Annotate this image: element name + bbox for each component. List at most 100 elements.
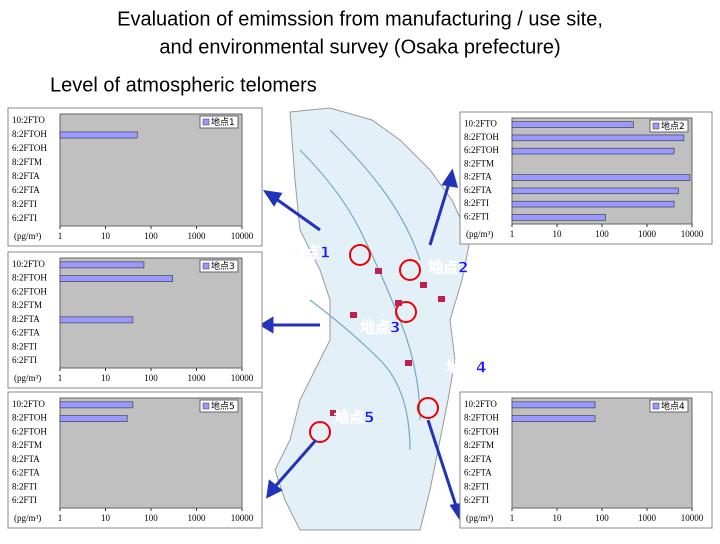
x-tick-label: 100 — [595, 229, 609, 239]
legend-swatch — [202, 402, 210, 410]
x-tick-label: 10000 — [681, 229, 704, 239]
x-tick-label: 10 — [101, 513, 111, 523]
y-tick-label: 6:2FTOH — [464, 145, 499, 155]
x-axis-label: (pg/m³) — [466, 229, 493, 239]
site-label: 地点4 — [446, 359, 486, 377]
x-tick-label: 100 — [144, 513, 158, 523]
plot-area — [59, 113, 243, 227]
x-tick-label: 100 — [144, 373, 158, 383]
y-tick-label: 6:2FTI — [464, 211, 489, 221]
plot-area — [511, 117, 693, 225]
chart: 10:2FTO 8:2FTOH 6:2FTOH 8:2FTM 8:2FTA 6:2FTA 8… — [459, 391, 713, 529]
map: 地点1 地点2 地点3 地点4 地点5 — [259, 107, 487, 531]
legend-label: 地点5 — [211, 400, 235, 412]
sources — [330, 268, 445, 416]
x-tick-label: 1 — [58, 513, 63, 523]
y-tick-label: 8:2FTI — [464, 481, 489, 491]
legend-label: 地点3 — [211, 260, 235, 272]
legend-box — [199, 115, 239, 129]
y-tick-label: 6:2FTOH — [12, 286, 47, 296]
y-tick-label: 8:2FTM — [12, 440, 42, 450]
y-tick-label: 6:2FTOH — [12, 426, 47, 436]
y-tick-label: 8:2FTI — [12, 341, 37, 351]
site-label: 地点5 — [334, 409, 374, 427]
chart: 10:2FTO 8:2FTOH 6:2FTOH 8:2FTM 8:2FTA 6:2FTA 8… — [7, 391, 263, 529]
x-tick-label: 1000 — [638, 229, 657, 239]
bar — [511, 200, 675, 208]
chart: 10:2FTO 8:2FTOH 6:2FTOH 8:2FTM 8:2FTA 6:2FTA 8… — [459, 111, 713, 245]
plot-area — [59, 257, 243, 369]
legend-box — [649, 119, 689, 133]
x-tick-label: 10000 — [231, 373, 254, 383]
x-tick-label: 10 — [101, 373, 111, 383]
y-tick-label: 8:2FTI — [12, 199, 37, 209]
y-tick-label: 8:2FTOH — [464, 413, 499, 423]
y-tick-label: 8:2FTI — [12, 481, 37, 491]
site-label: 地点2 — [428, 259, 468, 277]
site-marker — [395, 301, 417, 323]
y-tick-label: 8:2FTA — [12, 171, 40, 181]
y-tick-label: 8:2FTOH — [464, 132, 499, 142]
bar — [59, 415, 128, 422]
x-axis-label: (pg/m³) — [14, 373, 41, 383]
x-tick-label: 1 — [510, 229, 515, 239]
y-tick-label: 8:2FTM — [464, 158, 494, 168]
y-tick-label: 8:2FTA — [12, 454, 40, 464]
bar — [511, 121, 634, 128]
site-label: 地点1 — [290, 244, 330, 262]
x-axis-label: (pg/m³) — [14, 231, 41, 241]
y-tick-label: 6:2FTA — [12, 468, 40, 478]
legend-label: 地点1 — [211, 116, 235, 128]
y-tick-label: 8:2FTOH — [12, 413, 47, 423]
x-tick-label: 10 — [553, 229, 563, 239]
y-tick-label: 8:2FTA — [12, 314, 40, 324]
legend-box — [649, 399, 689, 413]
x-tick-label: 1000 — [638, 513, 657, 523]
legend-swatch — [652, 402, 660, 410]
y-tick-label: 8:2FTA — [464, 172, 492, 182]
legend-box — [199, 259, 239, 273]
y-tick-label: 10:2FTO — [464, 399, 497, 409]
x-tick-label: 1000 — [188, 513, 207, 523]
x-tick-label: 10 — [553, 513, 563, 523]
bar — [511, 134, 685, 142]
bar — [59, 261, 145, 269]
x-tick-label: 10 — [101, 231, 111, 241]
x-axis-label: (pg/m³) — [466, 513, 493, 523]
y-tick-label: 6:2FTI — [12, 355, 37, 365]
y-tick-label: 6:2FTA — [464, 185, 492, 195]
y-tick-label: 6:2FTI — [464, 495, 489, 505]
y-tick-label: 6:2FTI — [12, 495, 37, 505]
bar — [59, 401, 134, 409]
y-tick-label: 8:2FTOH — [12, 273, 47, 283]
site-marker — [309, 421, 331, 443]
bar — [511, 187, 679, 195]
y-tick-label: 6:2FTOH — [12, 143, 47, 153]
x-tick-label: 1 — [58, 231, 63, 241]
legend-box — [199, 399, 239, 413]
y-tick-label: 6:2FTOH — [464, 426, 499, 436]
x-tick-label: 1 — [510, 513, 515, 523]
x-axis-label: (pg/m³) — [14, 513, 41, 523]
chart: 10:2FTO 8:2FTOH 6:2FTOH 8:2FTM 8:2FTA 6:2FTA 8… — [7, 251, 263, 389]
x-tick-label: 10000 — [231, 513, 254, 523]
y-tick-label: 6:2FTI — [12, 213, 37, 223]
x-tick-label: 1 — [58, 373, 63, 383]
x-tick-label: 100 — [144, 231, 158, 241]
site-marker — [399, 259, 421, 281]
legend-swatch — [202, 118, 210, 126]
y-tick-label: 10:2FTO — [12, 259, 45, 269]
y-tick-label: 10:2FTO — [464, 119, 497, 129]
title: Evaluation of emimssion from manufacturi… — [117, 8, 603, 30]
subtitle: Level of atmospheric telomers — [50, 74, 317, 96]
bar — [511, 214, 606, 221]
bar — [511, 401, 596, 409]
bar — [511, 415, 596, 422]
y-tick-label: 8:2FTM — [12, 300, 42, 310]
plot-area — [59, 397, 243, 509]
y-tick-label: 10:2FTO — [12, 115, 45, 125]
legend-swatch — [652, 122, 660, 130]
site-marker — [349, 244, 371, 266]
bar — [59, 275, 174, 282]
